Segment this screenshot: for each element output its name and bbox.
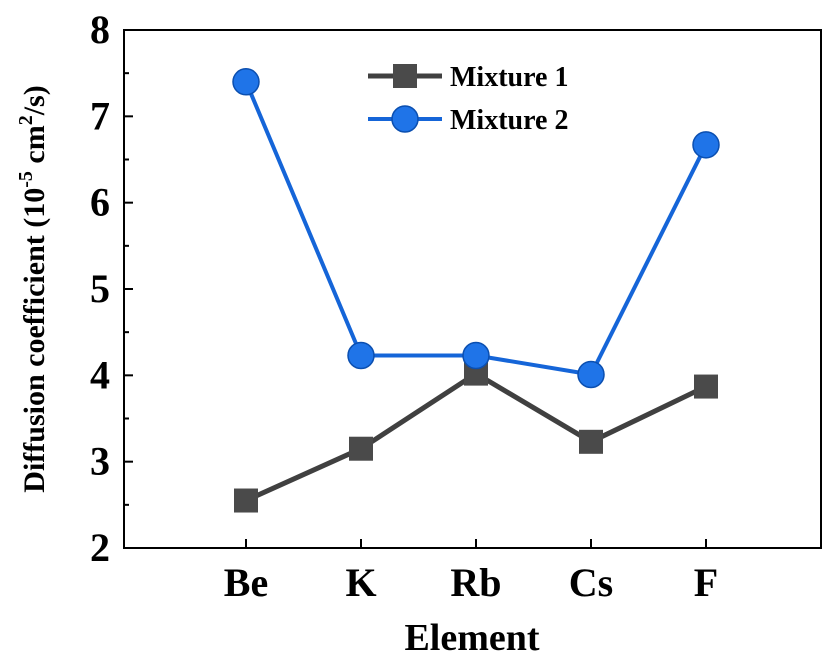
y-axis-title-exp2: 2 — [15, 115, 37, 125]
x-tick-label-be: Be — [224, 560, 268, 605]
y-tick-label: 6 — [90, 180, 110, 225]
point-mixture-1-k — [349, 436, 373, 461]
x-tick-label-rb: Rb — [450, 560, 501, 605]
point-mixture-2-cs — [577, 360, 605, 389]
y-axis-title-exp1: -5 — [15, 171, 37, 188]
point-mixture-2-rb — [462, 341, 490, 370]
point-mixture-1-cs — [579, 429, 603, 454]
point-mixture-2-f — [692, 131, 720, 159]
series-line-mixture-1 — [244, 371, 708, 503]
legend-label-mixture-2: Mixture 2 — [450, 105, 568, 136]
y-tick-label: 2 — [90, 525, 110, 570]
x-tick-label-k: K — [345, 560, 376, 605]
point-mixture-1-be — [234, 488, 258, 513]
y-axis-title: Diffusion coefficient (10-5 cm2/s) — [15, 85, 51, 492]
legend-marker-mixture-2 — [391, 105, 419, 133]
y-tick-label: 3 — [90, 439, 110, 484]
y-tick-label: 5 — [90, 266, 110, 311]
point-mixture-1-f — [694, 374, 718, 399]
legend-marker-mixture-1 — [393, 64, 417, 88]
legend: Mixture 1 Mixture 2 — [368, 62, 568, 136]
legend-label-mixture-1: Mixture 1 — [450, 62, 568, 93]
y-tick-label: 8 — [90, 7, 110, 52]
y-axis-title-end: /s) — [18, 85, 51, 116]
x-axis-title: Element — [404, 617, 539, 659]
point-mixture-2-k — [347, 341, 375, 370]
x-tick-label-cs: Cs — [569, 560, 613, 605]
y-axis-title-main: Diffusion coefficient (10 — [18, 188, 51, 493]
y-tick-label: 7 — [90, 93, 110, 138]
y-axis-title-mid: cm — [18, 125, 51, 171]
y-tick-label: 4 — [90, 352, 110, 397]
x-tick-label-f: F — [694, 560, 718, 605]
point-mixture-2-be — [232, 68, 260, 96]
